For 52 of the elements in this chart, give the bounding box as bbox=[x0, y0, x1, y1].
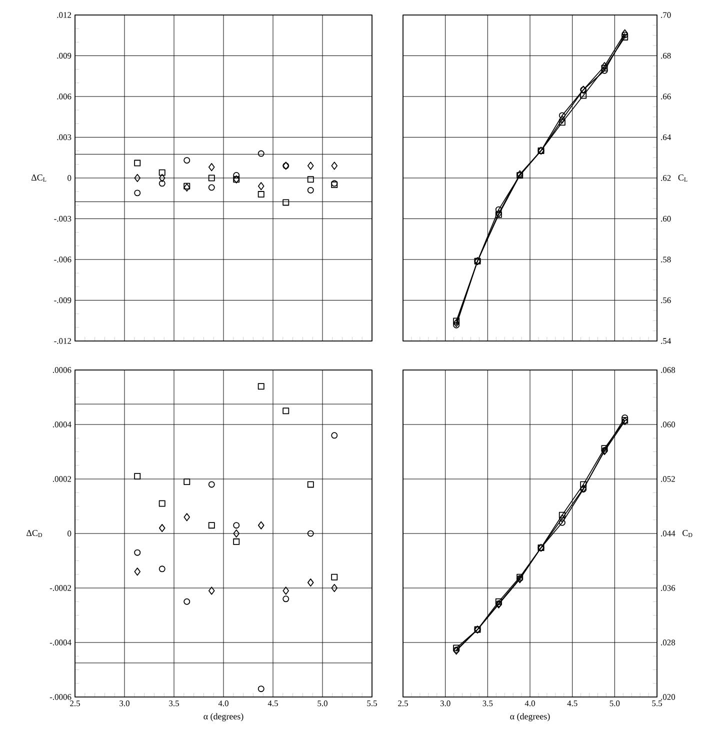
y-tick-label: -.0004 bbox=[50, 640, 72, 646]
x-axis-title: α (degrees) bbox=[510, 713, 550, 722]
x-tick-label: 5.0 bbox=[610, 700, 620, 706]
y-tick-label: .052 bbox=[661, 476, 675, 482]
x-tick-label: 3.5 bbox=[482, 700, 493, 706]
x-tick-label: 2.5 bbox=[70, 700, 80, 706]
y-tick-label: .60 bbox=[661, 216, 671, 222]
y-tick-label: .006 bbox=[57, 94, 72, 100]
x-axis-title: α (degrees) bbox=[204, 713, 244, 722]
y-tick-label: .036 bbox=[661, 585, 676, 591]
y-axis-title: C$_{L}$ bbox=[678, 174, 688, 182]
y-axis-title: ΔC$_{D}$ bbox=[26, 530, 42, 537]
y-axis-title: ΔC$_{L}$ bbox=[31, 174, 46, 182]
y-tick-label: 0 bbox=[68, 175, 72, 181]
y-tick-label: -.006 bbox=[54, 256, 72, 262]
x-tick-label: 4.5 bbox=[567, 700, 578, 706]
x-tick-label: 3.5 bbox=[169, 700, 179, 706]
y-tick-label: .68 bbox=[661, 52, 671, 59]
y-tick-label: -.003 bbox=[54, 216, 72, 222]
x-tick-label: 3.0 bbox=[440, 700, 450, 706]
y-tick-label: .028 bbox=[661, 640, 676, 646]
y-tick-label: .009 bbox=[57, 52, 72, 59]
y-tick-label: .54 bbox=[661, 338, 671, 344]
y-tick-label: .0006 bbox=[52, 367, 72, 373]
x-tick-label: 4.0 bbox=[524, 700, 535, 706]
x-tick-label: 3.0 bbox=[120, 700, 130, 706]
y-axis-title: C$_{D}$ bbox=[682, 530, 692, 537]
y-tick-label: .003 bbox=[57, 134, 72, 140]
y-tick-label: .0004 bbox=[52, 422, 72, 428]
x-tick-label: 2.5 bbox=[398, 700, 408, 706]
y-tick-label: .62 bbox=[661, 175, 671, 181]
y-tick-label: .060 bbox=[661, 422, 676, 428]
x-tick-label: 4.5 bbox=[268, 700, 278, 706]
y-tick-label: .068 bbox=[661, 367, 676, 373]
y-tick-label: -.0006 bbox=[50, 694, 72, 700]
y-tick-label: -.009 bbox=[54, 297, 72, 304]
y-tick-label: -.0002 bbox=[50, 585, 72, 591]
y-tick-label: .64 bbox=[661, 134, 671, 140]
x-tick-label: 5.5 bbox=[367, 700, 377, 706]
y-tick-label: .70 bbox=[661, 12, 671, 18]
y-tick-label: .0002 bbox=[52, 476, 72, 482]
y-tick-label: 0 bbox=[68, 530, 72, 536]
y-tick-label: .020 bbox=[661, 694, 676, 700]
y-tick-label: .58 bbox=[661, 256, 671, 262]
x-tick-label: 5.5 bbox=[652, 700, 662, 706]
x-tick-label: 5.0 bbox=[318, 700, 328, 706]
y-tick-label: -.012 bbox=[54, 338, 72, 344]
y-tick-label: .66 bbox=[661, 94, 671, 100]
y-tick-label: .044 bbox=[661, 530, 676, 536]
y-tick-label: .012 bbox=[57, 12, 72, 18]
x-tick-label: 4.0 bbox=[218, 700, 228, 706]
y-tick-label: .56 bbox=[661, 297, 671, 304]
